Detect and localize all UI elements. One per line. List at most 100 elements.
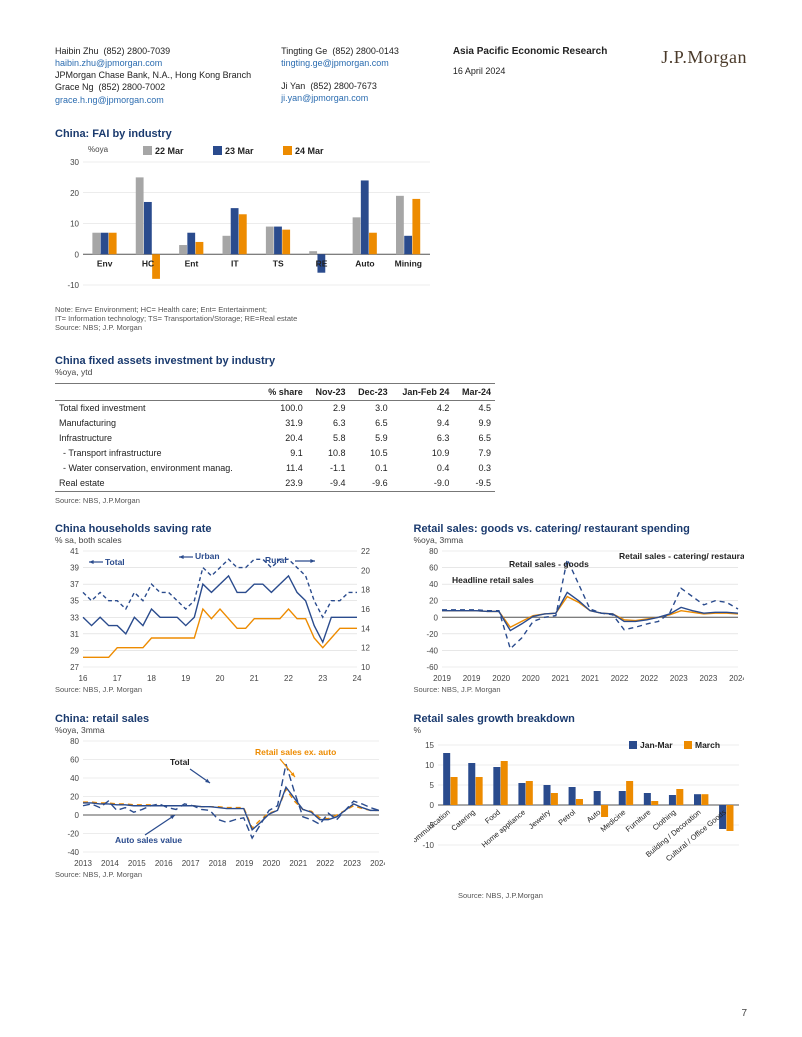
svg-text:Home appliance: Home appliance xyxy=(479,807,526,849)
svg-text:20: 20 xyxy=(429,597,438,606)
svg-text:31: 31 xyxy=(70,630,79,639)
author-4-name: Ji Yan xyxy=(281,81,305,91)
svg-text:Source: NBS, J.P.Morgan: Source: NBS, J.P.Morgan xyxy=(458,891,543,900)
svg-text:2024: 2024 xyxy=(370,859,385,868)
svg-text:0: 0 xyxy=(429,801,434,810)
svg-text:23 Mar: 23 Mar xyxy=(225,146,254,156)
svg-text:Furniture: Furniture xyxy=(623,807,652,833)
chart4-source: Source: NBS, J.P. Morgan xyxy=(55,870,389,879)
svg-text:2021: 2021 xyxy=(581,674,599,683)
svg-text:HC: HC xyxy=(142,258,154,268)
svg-text:Env: Env xyxy=(97,258,113,268)
chart4-title: China: retail sales xyxy=(55,713,389,725)
author-1-org: JPMorgan Chase Bank, N.A., Hong Kong Bra… xyxy=(55,69,251,81)
svg-text:Total: Total xyxy=(170,757,190,767)
svg-text:22: 22 xyxy=(284,674,293,683)
svg-text:24 Mar: 24 Mar xyxy=(295,146,324,156)
author-3-email: tingting.ge@jpmorgan.com xyxy=(281,57,399,69)
svg-text:18: 18 xyxy=(147,674,156,683)
svg-text:Catering: Catering xyxy=(449,807,477,832)
svg-text:24: 24 xyxy=(353,674,362,683)
svg-text:IT: IT xyxy=(231,258,239,268)
svg-text:March: March xyxy=(695,740,720,750)
svg-text:39: 39 xyxy=(70,564,79,573)
svg-text:80: 80 xyxy=(429,547,438,556)
svg-text:Headline retail sales: Headline retail sales xyxy=(452,575,534,585)
svg-text:2020: 2020 xyxy=(262,859,280,868)
svg-text:21: 21 xyxy=(250,674,259,683)
dept-title: Asia Pacific Economic Research xyxy=(453,45,608,59)
chart2-title: China households saving rate xyxy=(55,523,389,535)
chart2-saving-rate: 2729313335373941101214161820221617181920… xyxy=(55,545,385,685)
svg-text:2022: 2022 xyxy=(610,674,628,683)
svg-text:40: 40 xyxy=(70,774,79,783)
svg-text:20: 20 xyxy=(216,674,225,683)
author-1-phone: (852) 2800-7039 xyxy=(104,46,171,56)
svg-text:Total: Total xyxy=(105,557,125,567)
svg-text:22 Mar: 22 Mar xyxy=(155,146,184,156)
svg-text:TS: TS xyxy=(273,258,284,268)
svg-text:Retail sales ex. auto: Retail sales ex. auto xyxy=(255,747,336,757)
chart3-sub: %oya, 3mma xyxy=(414,535,748,545)
author-1-email: haibin.zhu@jpmorgan.com xyxy=(55,57,251,69)
svg-text:Urban: Urban xyxy=(195,551,220,561)
svg-text:-10: -10 xyxy=(67,281,79,290)
svg-text:20: 20 xyxy=(70,188,79,197)
svg-text:Jewelry: Jewelry xyxy=(526,807,551,830)
svg-text:2023: 2023 xyxy=(699,674,717,683)
svg-text:15: 15 xyxy=(425,741,434,750)
svg-text:0: 0 xyxy=(433,613,438,622)
svg-text:Auto: Auto xyxy=(355,258,374,268)
svg-text:2024: 2024 xyxy=(729,674,744,683)
svg-text:2013: 2013 xyxy=(74,859,92,868)
chart4-sub: %oya, 3mma xyxy=(55,725,389,735)
svg-text:2019: 2019 xyxy=(462,674,480,683)
author-4-email: ji.yan@jpmorgan.com xyxy=(281,92,399,104)
svg-text:Retail sales - catering/ resta: Retail sales - catering/ restaurant spen… xyxy=(619,551,744,561)
page-header: Haibin Zhu (852) 2800-7039 haibin.zhu@jp… xyxy=(55,45,747,106)
svg-text:12: 12 xyxy=(361,644,370,653)
chart2-sub: % sa, both scales xyxy=(55,535,389,545)
svg-text:2023: 2023 xyxy=(669,674,687,683)
svg-text:20: 20 xyxy=(70,792,79,801)
chart3-title: Retail sales: goods vs. catering/ restau… xyxy=(414,523,748,535)
svg-text:2022: 2022 xyxy=(316,859,334,868)
svg-text:10: 10 xyxy=(361,663,370,672)
svg-text:Food: Food xyxy=(483,807,502,825)
svg-text:Jan-Mar: Jan-Mar xyxy=(640,740,673,750)
svg-text:Auto: Auto xyxy=(584,807,602,824)
svg-text:10: 10 xyxy=(425,761,434,770)
table-source: Source: NBS, J.P.Morgan xyxy=(55,496,747,505)
svg-text:23: 23 xyxy=(318,674,327,683)
author-3-phone: (852) 2800-0143 xyxy=(332,46,399,56)
svg-text:0: 0 xyxy=(75,811,80,820)
svg-text:2022: 2022 xyxy=(640,674,658,683)
svg-text:37: 37 xyxy=(70,580,79,589)
svg-text:-40: -40 xyxy=(67,848,79,857)
svg-text:16: 16 xyxy=(79,674,88,683)
svg-text:2019: 2019 xyxy=(433,674,451,683)
svg-text:27: 27 xyxy=(70,663,79,672)
chart1-fai-by-industry: -100102030%oya22 Mar23 Mar24 MarEnvHCEnt… xyxy=(55,140,435,305)
svg-text:2021: 2021 xyxy=(289,859,307,868)
report-date: 16 April 2024 xyxy=(453,65,608,77)
svg-text:Rural: Rural xyxy=(265,555,287,565)
svg-text:Petrol: Petrol xyxy=(556,807,577,827)
svg-text:-10: -10 xyxy=(422,841,434,850)
header-dept: Asia Pacific Economic Research 16 April … xyxy=(453,45,608,106)
chart5-title: Retail sales growth breakdown xyxy=(414,713,748,725)
chart1-note: Note: Env= Environment; HC= Health care;… xyxy=(55,305,747,333)
svg-text:Retail sales - goods: Retail sales - goods xyxy=(509,559,589,569)
svg-text:2020: 2020 xyxy=(521,674,539,683)
svg-text:2017: 2017 xyxy=(182,859,200,868)
chart5-retail-breakdown: -10-5051015Jan-MarMarchTelecommunication… xyxy=(414,735,744,900)
svg-text:41: 41 xyxy=(70,547,79,556)
author-2-name: Grace Ng xyxy=(55,82,94,92)
svg-text:40: 40 xyxy=(429,580,438,589)
svg-text:2014: 2014 xyxy=(101,859,119,868)
author-3-name: Tingting Ge xyxy=(281,46,327,56)
svg-text:33: 33 xyxy=(70,613,79,622)
svg-text:2016: 2016 xyxy=(155,859,173,868)
svg-text:60: 60 xyxy=(429,564,438,573)
svg-text:2020: 2020 xyxy=(492,674,510,683)
